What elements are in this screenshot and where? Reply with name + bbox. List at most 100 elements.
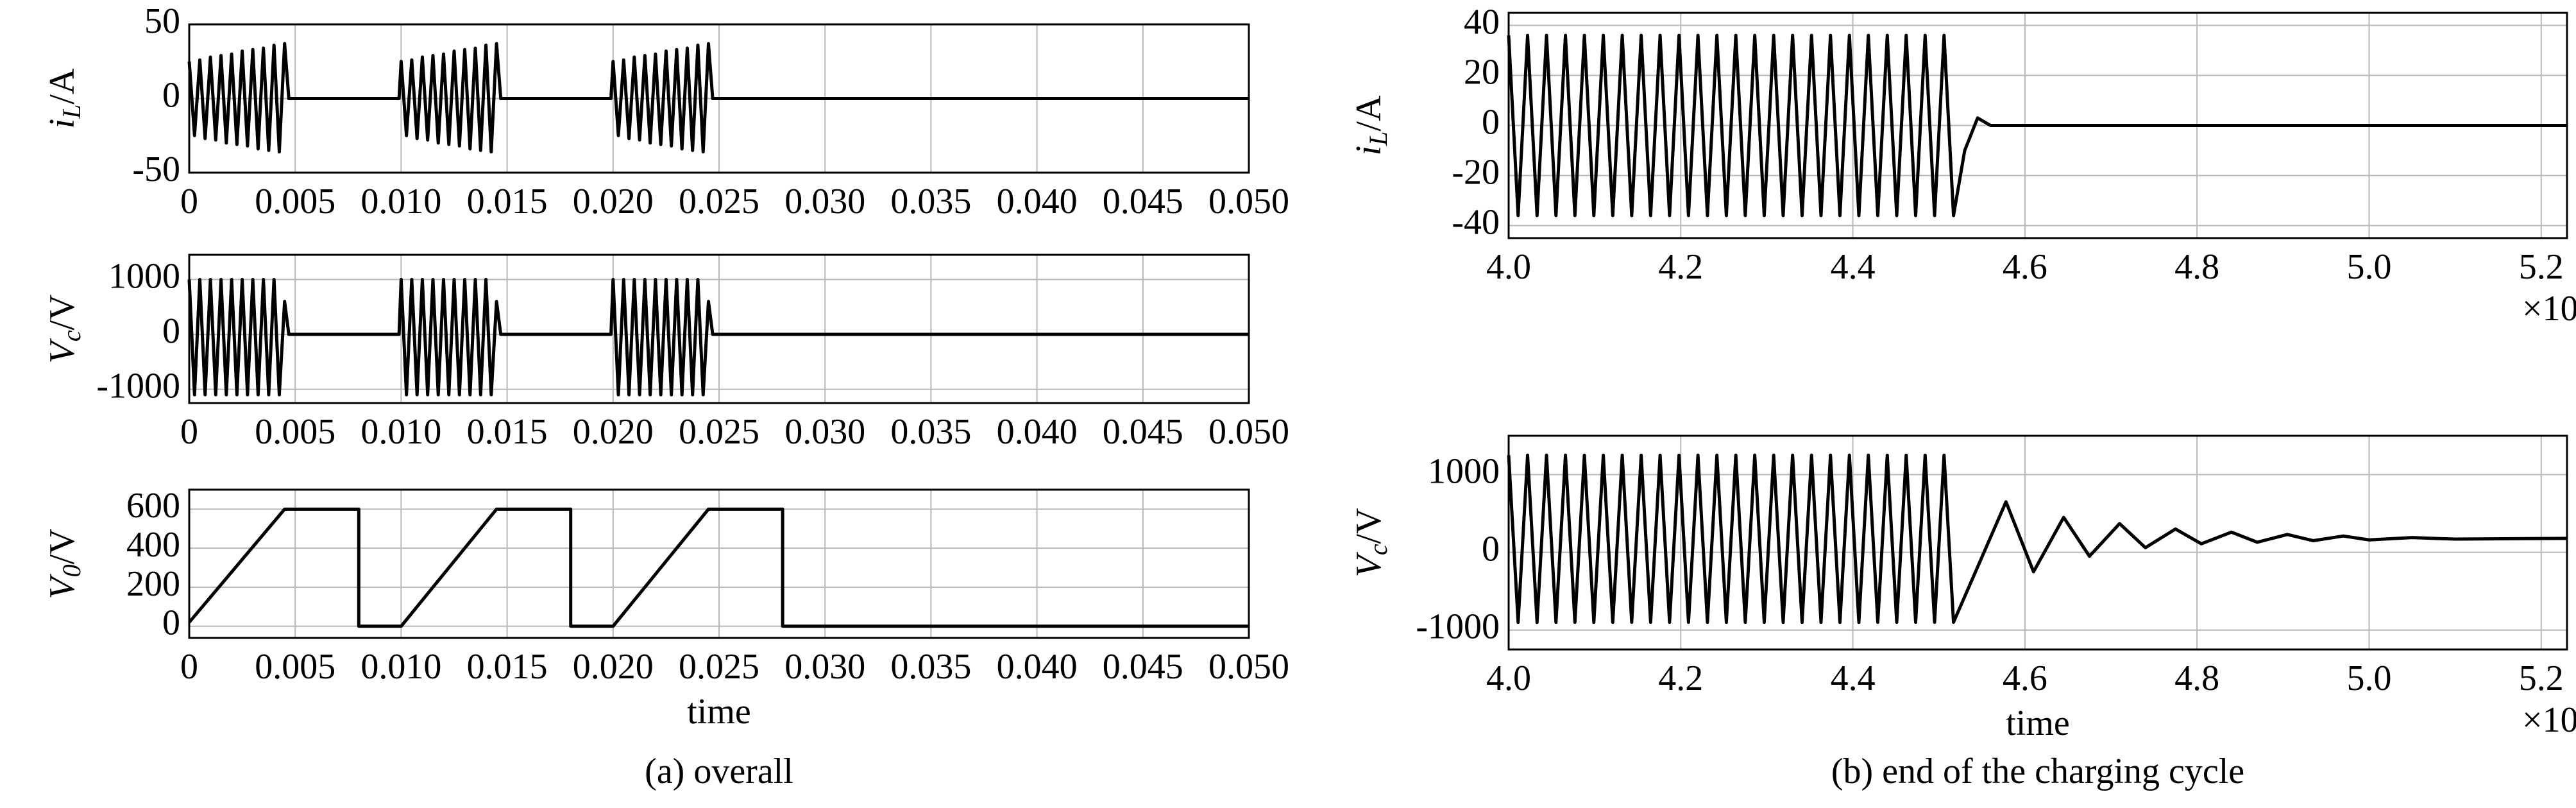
y-axis-label: V0/V — [42, 528, 86, 599]
x-multiplier: ×10−3 — [2522, 692, 2576, 740]
y-label-unit: /V — [42, 295, 82, 331]
x-tick-label: 0.030 — [784, 182, 865, 221]
x-tick-label: 4.4 — [1831, 247, 1876, 287]
x-tick-label: 5.2 — [2519, 247, 2564, 287]
x-tick-label: 4.2 — [1658, 247, 1703, 287]
x-tick-label: 0.035 — [890, 182, 971, 221]
y-tick-label: 0 — [162, 75, 180, 115]
x-tick-label: 0.045 — [1103, 182, 1183, 221]
x-tick-label: 0.005 — [255, 412, 335, 452]
x-tick-label: 5.0 — [2346, 247, 2391, 287]
x-tick-label: 0.025 — [679, 647, 759, 687]
x-multiplier-base: ×10 — [2522, 700, 2576, 740]
y-label-subscript: L — [57, 105, 86, 119]
plot-frame — [188, 23, 1250, 174]
x-tick-label: 0.005 — [255, 647, 335, 687]
x-tick-label: 0.015 — [467, 647, 548, 687]
caption: (a) overall — [645, 752, 793, 791]
plot-frame — [1507, 434, 2568, 651]
x-tick-label: 0 — [180, 182, 198, 221]
x-tick-label: 5.2 — [2519, 658, 2564, 698]
x-tick-label: 0.025 — [679, 182, 759, 221]
y-tick-label: 600 — [126, 486, 180, 526]
y-tick-label: 50 — [144, 1, 180, 41]
y-tick-label: 40 — [1464, 2, 1500, 42]
x-tick-label: 4.4 — [1831, 658, 1876, 698]
y-label-subscript: c — [1364, 544, 1393, 555]
y-tick-label: 0 — [162, 603, 180, 643]
x-tick-label: 0.020 — [573, 647, 654, 687]
x-tick-label: 4.6 — [2003, 658, 2047, 698]
y-label-subscript: 0 — [57, 564, 86, 577]
x-tick-label: 0.030 — [784, 647, 865, 687]
data-line — [188, 507, 1249, 628]
y-label-subscript: L — [1364, 132, 1393, 146]
x-tick-label: 0.010 — [360, 412, 441, 452]
x-tick-label: 0.025 — [679, 412, 759, 452]
y-tick-label: 0 — [162, 311, 180, 351]
x-tick-label: 0.020 — [573, 182, 654, 221]
x-tick-label: 4.0 — [1486, 247, 1531, 287]
x-tick-label: 0.030 — [784, 412, 865, 452]
y-label-symbol: i — [42, 119, 82, 129]
x-tick-label: 0.050 — [1208, 412, 1289, 452]
y-tick-label: -20 — [1452, 152, 1500, 192]
x-tick-label: 0 — [180, 412, 198, 452]
y-tick-label: 20 — [1464, 52, 1500, 92]
x-axis-label: time — [2006, 703, 2070, 743]
x-multiplier-base: ×10 — [2522, 289, 2576, 329]
data-line — [187, 42, 1249, 154]
y-tick-label: 400 — [126, 525, 180, 565]
x-tick-label: 5.0 — [2346, 658, 2391, 698]
x-tick-label: 4.6 — [2003, 247, 2047, 287]
x-tick-label: 4.8 — [2174, 247, 2219, 287]
x-tick-label: 0.010 — [360, 182, 441, 221]
y-label-subscript: c — [57, 330, 86, 341]
y-label-unit: /V — [42, 528, 82, 564]
x-tick-label: 0.015 — [467, 182, 548, 221]
plot-frame — [188, 254, 1250, 404]
y-tick-label: -1000 — [1416, 607, 1500, 647]
y-label-symbol: V — [42, 338, 82, 363]
y-label-symbol: V — [42, 574, 82, 599]
y-tick-label: -40 — [1452, 202, 1500, 242]
y-tick-label: -50 — [132, 150, 180, 189]
y-label-symbol: V — [1349, 551, 1389, 577]
x-tick-label: 0.045 — [1103, 647, 1183, 687]
plot-frame — [1507, 12, 2568, 239]
x-tick-label: 4.0 — [1486, 658, 1531, 698]
y-axis-label: Vc/V — [1349, 508, 1393, 578]
x-tick-label: 0.040 — [997, 182, 1078, 221]
x-tick-label: 0.045 — [1103, 412, 1183, 452]
x-tick-label: 0.050 — [1208, 647, 1289, 687]
x-tick-label: 0.035 — [890, 647, 971, 687]
caption: (b) end of the charging cycle — [1831, 752, 2244, 791]
y-axis-label: Vc/V — [42, 295, 86, 364]
data-line — [1507, 33, 2567, 218]
x-tick-label: 0.010 — [360, 647, 441, 687]
x-tick-label: 0.050 — [1208, 182, 1289, 221]
y-label-symbol: i — [1349, 146, 1389, 156]
y-axis-label: iL/A — [42, 68, 86, 128]
x-tick-label: 0.040 — [997, 647, 1078, 687]
y-tick-label: 1000 — [1428, 451, 1500, 491]
plot-frame — [188, 488, 1250, 639]
x-tick-label: 0 — [180, 647, 198, 687]
y-axis-label: iL/A — [1349, 95, 1393, 155]
data-line — [1507, 453, 2568, 624]
y-tick-label: 1000 — [108, 256, 180, 296]
x-multiplier: ×10−3 — [2522, 280, 2576, 329]
y-tick-label: -1000 — [96, 366, 180, 406]
x-tick-label: 0.035 — [890, 412, 971, 452]
x-tick-label: 4.2 — [1658, 658, 1703, 698]
x-tick-label: 0.040 — [997, 412, 1078, 452]
x-tick-label: 4.8 — [2174, 658, 2219, 698]
y-tick-label: 0 — [1482, 529, 1500, 569]
y-tick-label: 0 — [1482, 102, 1500, 142]
x-tick-label: 0.020 — [573, 412, 654, 452]
y-label-unit: /A — [1349, 95, 1389, 132]
y-label-unit: /V — [1349, 508, 1389, 544]
x-tick-label: 0.015 — [467, 412, 548, 452]
